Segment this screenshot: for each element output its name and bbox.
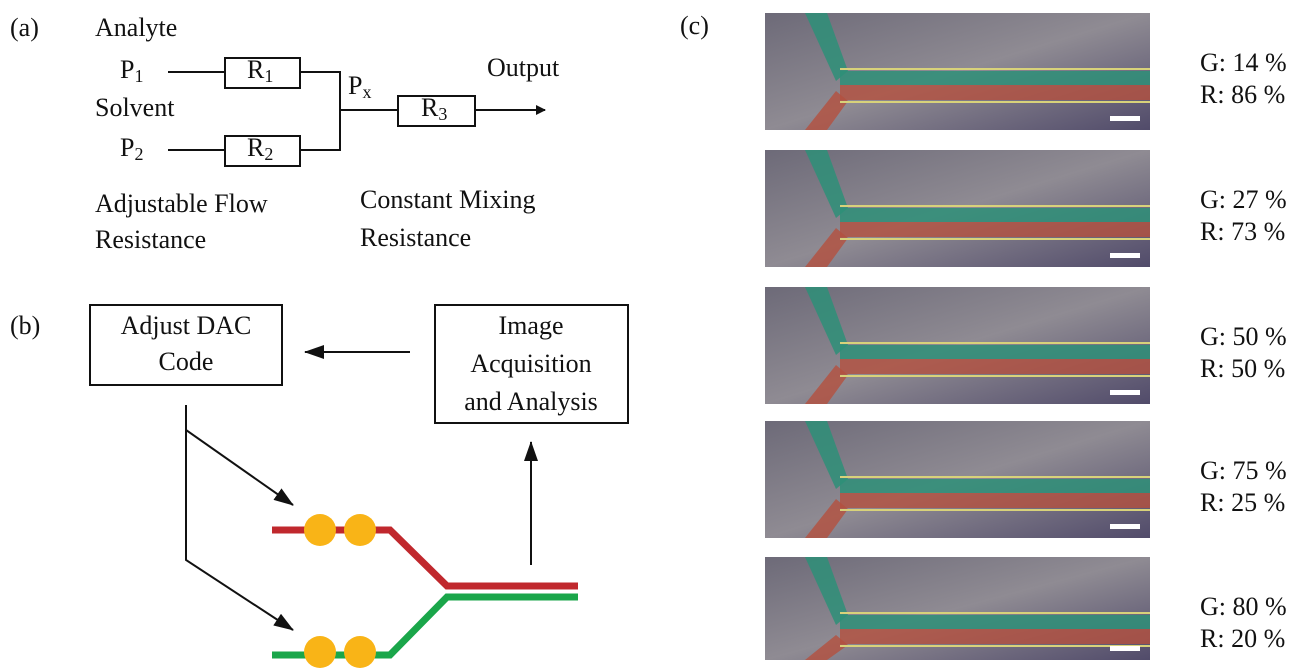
red-percent: R: 86 % bbox=[1200, 80, 1285, 109]
r1-label: R1 bbox=[247, 55, 273, 86]
panel-label: (b) bbox=[10, 311, 40, 340]
green-stream bbox=[840, 615, 1150, 629]
micrograph: G: 27 % R: 73 % bbox=[765, 150, 1287, 267]
micrograph: G: 75 % R: 25 % bbox=[765, 421, 1287, 538]
constant-label: Resistance bbox=[360, 223, 471, 252]
green-stream bbox=[840, 71, 1150, 85]
scale-bar bbox=[1110, 390, 1140, 395]
droplet bbox=[304, 514, 336, 546]
red-percent: R: 20 % bbox=[1200, 624, 1285, 653]
green-percent: G: 50 % bbox=[1200, 322, 1287, 351]
micrograph: G: 80 % R: 20 % bbox=[765, 557, 1287, 660]
droplet bbox=[344, 514, 376, 546]
scale-bar bbox=[1110, 524, 1140, 529]
scale-bar bbox=[1110, 253, 1140, 258]
px-label: Px bbox=[348, 71, 371, 102]
red-percent: R: 25 % bbox=[1200, 488, 1285, 517]
green-percent: G: 75 % bbox=[1200, 456, 1287, 485]
arrow bbox=[186, 405, 293, 505]
scale-bar bbox=[1110, 116, 1140, 121]
scale-bar bbox=[1110, 646, 1140, 651]
p2-label: P2 bbox=[120, 133, 143, 164]
constant-label: Constant Mixing bbox=[360, 185, 536, 214]
panel-label: (a) bbox=[10, 13, 39, 42]
red-stream bbox=[840, 493, 1150, 508]
green-stream bbox=[840, 208, 1150, 222]
figure: (a) Analyte P1 R1 Solvent P2 R2 Px R3 Ou… bbox=[0, 0, 1311, 668]
droplet bbox=[304, 636, 336, 668]
red-percent: R: 50 % bbox=[1200, 354, 1285, 383]
green-stream bbox=[840, 345, 1150, 359]
image-text: Acquisition bbox=[470, 349, 591, 378]
output-label: Output bbox=[487, 53, 560, 82]
green-percent: G: 80 % bbox=[1200, 592, 1287, 621]
micrographs: G: 14 % R: 86 % G: 27 % R: 73 % G: 50 % R: 50… bbox=[765, 13, 1287, 660]
droplet bbox=[344, 636, 376, 668]
red-stream bbox=[840, 85, 1150, 100]
analyte-label: Analyte bbox=[95, 13, 177, 42]
green-percent: G: 27 % bbox=[1200, 185, 1287, 214]
red-stream bbox=[840, 222, 1150, 237]
red-stream bbox=[840, 359, 1150, 374]
r3-label: R3 bbox=[421, 93, 447, 124]
red-percent: R: 73 % bbox=[1200, 217, 1285, 246]
image-text: Image bbox=[499, 311, 564, 340]
dac-text: Adjust DAC bbox=[121, 311, 252, 340]
green-stream bbox=[840, 479, 1150, 493]
dac-text: Code bbox=[159, 347, 214, 376]
adjustable-label: Adjustable Flow bbox=[95, 189, 268, 218]
micrograph: G: 50 % R: 50 % bbox=[765, 287, 1287, 404]
image-text: and Analysis bbox=[464, 387, 598, 416]
red-stream bbox=[840, 629, 1150, 644]
r2-label: R2 bbox=[247, 133, 273, 164]
solvent-label: Solvent bbox=[95, 93, 175, 122]
micrograph: G: 14 % R: 86 % bbox=[765, 13, 1287, 130]
adjustable-label: Resistance bbox=[95, 225, 206, 254]
wire bbox=[300, 72, 340, 150]
panel-label: (c) bbox=[680, 11, 709, 40]
green-percent: G: 14 % bbox=[1200, 48, 1287, 77]
p1-label: P1 bbox=[120, 55, 143, 86]
